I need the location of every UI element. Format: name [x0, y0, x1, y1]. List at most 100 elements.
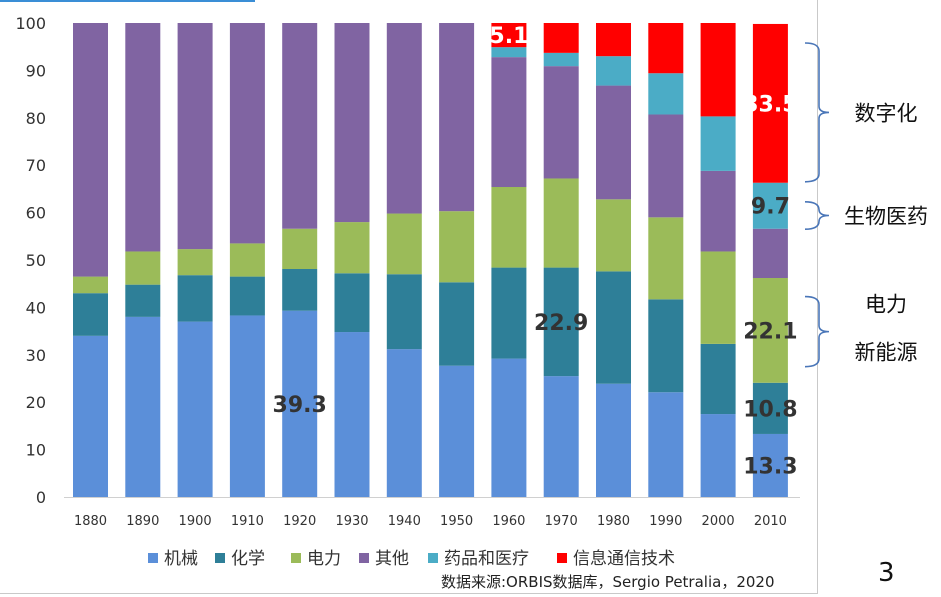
bar-segment [700, 170, 736, 252]
data-label: 5.1 [489, 24, 528, 49]
bar-segment [282, 269, 318, 311]
bar-segment [648, 299, 684, 393]
annotation-brace [804, 200, 830, 230]
y-tick-label: 20 [26, 393, 46, 412]
bar-segment [439, 365, 475, 497]
data-label: 9.7 [751, 195, 790, 220]
bar-segment [491, 267, 527, 359]
bar-segment [386, 349, 422, 497]
bar-segment [491, 187, 527, 268]
legend-entry: 化学 [231, 549, 265, 569]
x-tick-label: 1990 [649, 514, 682, 529]
bar-segment [229, 315, 265, 497]
bar-segment [752, 278, 788, 383]
header-accent-line [0, 0, 255, 2]
bar-segment [125, 284, 161, 317]
bar-segment [334, 23, 370, 223]
bar-segment [543, 267, 579, 377]
legend-swatch [557, 553, 567, 563]
x-tick-label: 1950 [440, 514, 473, 529]
legend-entry: 信息通信技术 [573, 549, 675, 569]
bar-segment [125, 316, 161, 497]
x-tick-label: 1920 [283, 514, 316, 529]
bar-segment [491, 47, 527, 58]
bar-segment [282, 228, 318, 270]
y-tick-label: 30 [26, 346, 46, 365]
bar-segment [700, 23, 736, 117]
bar-segment [439, 23, 475, 212]
y-tick-label: 90 [26, 61, 46, 80]
bar-segment [73, 276, 108, 294]
bar-segment [177, 23, 213, 250]
data-label: 22.1 [743, 319, 797, 344]
bar-segment [177, 275, 213, 322]
x-tick-label: 1930 [335, 514, 368, 529]
annotation-brace [804, 42, 830, 183]
legend-swatch [215, 553, 225, 563]
bar-segment [752, 382, 788, 434]
x-tick-label: 1970 [545, 514, 578, 529]
annotation-brace [804, 295, 830, 368]
legend-entry: 电力 [307, 549, 341, 569]
bar-segment [752, 182, 788, 229]
bar-segment [596, 56, 631, 86]
chart-frame [0, 0, 818, 594]
x-tick-label: 1890 [126, 514, 159, 529]
bar-segment [177, 321, 213, 497]
bar-segment [700, 414, 736, 497]
bar-segment [177, 249, 213, 276]
bar-segment [229, 276, 265, 316]
bar-segment [596, 199, 631, 272]
x-tick-label: 1980 [597, 514, 630, 529]
bar-segment [73, 23, 108, 277]
bar-segment [386, 274, 422, 350]
y-tick-label: 0 [36, 488, 46, 507]
y-tick-label: 80 [26, 109, 46, 128]
bar-segment [125, 251, 161, 285]
legend-swatch [148, 553, 158, 563]
legend-entry: 机械 [164, 549, 198, 569]
y-tick-label: 60 [26, 204, 46, 223]
bar-segment [334, 332, 370, 497]
y-tick-label: 100 [15, 14, 46, 33]
bar-segment [282, 23, 318, 229]
x-tick-label: 1880 [74, 514, 107, 529]
bar-segment [73, 293, 108, 336]
y-tick-label: 70 [26, 156, 46, 175]
bar-segment [386, 23, 422, 214]
bar-segment [596, 271, 631, 384]
bar-segment [282, 310, 318, 497]
data-label: 33.5 [743, 92, 797, 117]
bar-segment [491, 358, 527, 497]
bar-segment [543, 376, 579, 497]
legend-entry: 其他 [375, 549, 409, 569]
x-tick-label: 1910 [231, 514, 264, 529]
bar-segment [439, 211, 475, 283]
bar-segment [125, 23, 161, 252]
bar-segment [543, 178, 579, 268]
bar-segment [543, 52, 579, 67]
bar-segment [648, 392, 684, 497]
data-label: 39.3 [273, 393, 327, 418]
y-tick-label: 10 [26, 441, 46, 460]
bar-segment [700, 343, 736, 415]
bar-segment [334, 273, 370, 333]
data-label: 10.8 [743, 397, 797, 422]
bar-segment [491, 23, 527, 48]
bar-segment [648, 73, 684, 115]
bar-segment [752, 228, 788, 279]
bar-segment [700, 251, 736, 344]
annotation-label: 数字化 [855, 101, 918, 125]
legend-swatch [359, 553, 369, 563]
bar-segment [596, 383, 631, 497]
legend-swatch [428, 553, 438, 563]
x-tick-label: 2000 [702, 514, 735, 529]
x-tick-label: 1960 [492, 514, 525, 529]
bar-segment [73, 335, 108, 497]
source-note: 数据来源:ORBIS数据库，Sergio Petralia，2020 [441, 573, 775, 591]
bar-segment [229, 23, 265, 244]
y-tick-label: 40 [26, 298, 46, 317]
x-tick-label: 1940 [388, 514, 421, 529]
legend-entry: 药品和医疗 [444, 549, 529, 569]
